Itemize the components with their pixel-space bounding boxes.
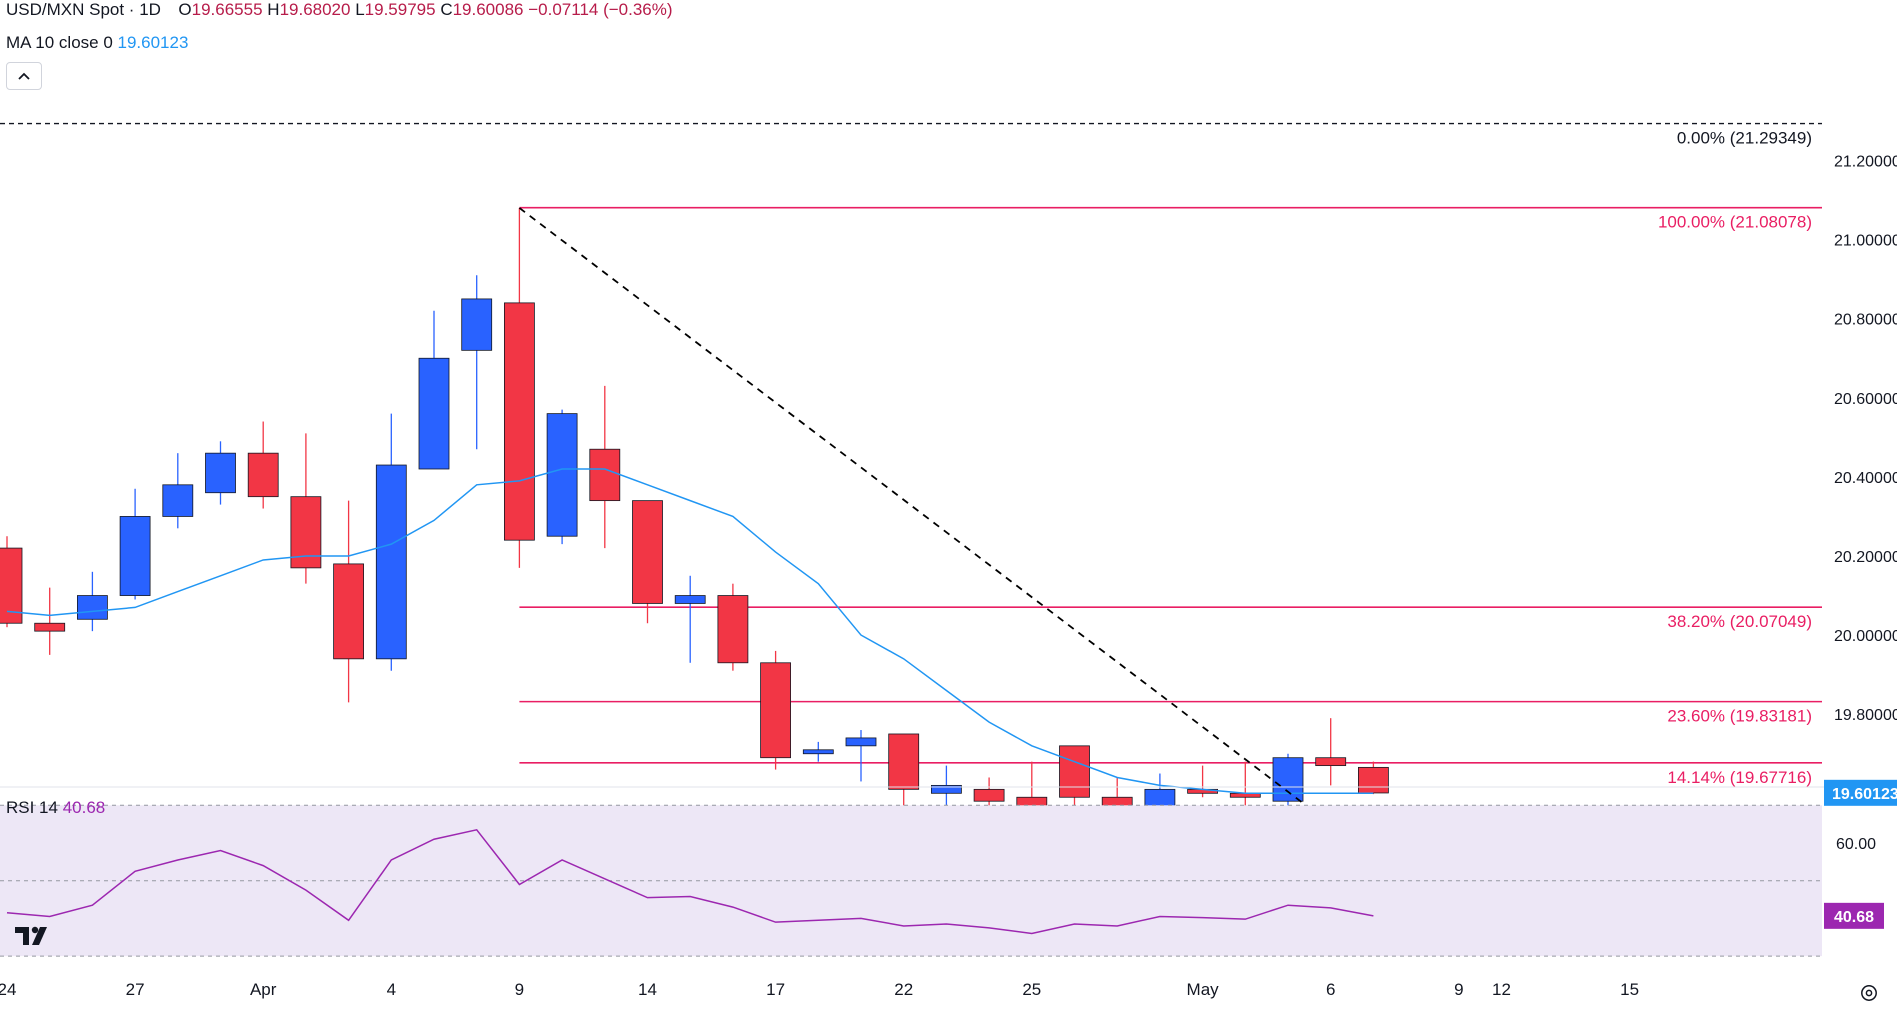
bear-candle	[34, 622, 66, 632]
date-tick-label: Apr	[250, 980, 277, 999]
bull-candle	[418, 357, 450, 470]
rsi-last-label: 40.68	[1834, 909, 1874, 926]
bear-candle	[973, 788, 1005, 802]
bull-candle	[1272, 757, 1304, 802]
ma-label: MA 10 close 0	[6, 33, 113, 52]
high-value: 19.68020	[279, 0, 351, 19]
bear-candle	[589, 448, 621, 502]
date-tick-label: 14	[638, 980, 657, 999]
outer-fib-label: 0.00% (21.29349)	[1677, 129, 1812, 148]
change-value: −0.07114 (−0.36%)	[528, 0, 673, 19]
ma10-line	[6, 468, 1374, 795]
date-tick-label: 9	[515, 980, 524, 999]
bull-candle	[119, 516, 151, 596]
bull-candle	[205, 452, 236, 494]
bear-candle	[717, 595, 749, 664]
date-tick-label: 9	[1454, 980, 1463, 999]
fib-label: 100.00% (21.08078)	[1658, 213, 1812, 232]
date-tick-label: May	[1187, 980, 1220, 999]
bull-candle	[674, 595, 706, 604]
rsi-line	[6, 828, 1374, 935]
bull-candle	[802, 749, 834, 755]
price-tick-label: 20.00000	[1834, 628, 1897, 645]
ma-legend[interactable]: MA 10 close 0 19.60123	[6, 33, 188, 53]
date-tick-label: 24	[0, 980, 16, 999]
bear-candle	[333, 563, 365, 660]
chevron-up-icon	[18, 72, 30, 80]
price-tick-label: 20.60000	[1834, 391, 1897, 408]
axes: 21.20000 21.00000 20.80000 20.60000 20.40000…	[0, 154, 1897, 999]
bull-candle	[546, 413, 578, 537]
bear-candle	[1358, 766, 1389, 794]
fib-label: 38.20% (20.07049)	[1667, 612, 1812, 631]
settings-gear-icon[interactable]	[1859, 983, 1879, 1003]
date-tick-label: 12	[1492, 980, 1511, 999]
price-tick-label: 21.20000	[1834, 154, 1897, 171]
rsi-legend[interactable]: RSI 14 40.68	[6, 798, 105, 818]
bull-candle	[461, 298, 493, 351]
bear-candle	[888, 733, 920, 790]
rsi-tick-label: 60.00	[1836, 836, 1876, 853]
bull-candle	[845, 737, 877, 747]
date-tick-label: 27	[126, 980, 145, 999]
close-label: C	[440, 0, 453, 19]
bull-candle	[375, 464, 407, 660]
tradingview-logo-icon[interactable]	[14, 925, 52, 947]
date-tick-label: 15	[1620, 980, 1639, 999]
bear-candle	[760, 662, 791, 759]
price-tick-label: 20.40000	[1834, 470, 1897, 487]
date-tick-label: 17	[766, 980, 785, 999]
bear-candle	[632, 500, 663, 604]
low-label: L	[355, 0, 365, 19]
date-tick-label: 4	[387, 980, 396, 999]
high-label: H	[267, 0, 280, 19]
date-tick-label: 25	[1022, 980, 1041, 999]
fib-label: 23.60% (19.83181)	[1667, 707, 1812, 726]
ma-value: 19.60123	[117, 33, 189, 52]
collapse-legend-button[interactable]	[6, 62, 42, 90]
bear-candle	[0, 547, 23, 624]
rsi-band	[0, 805, 1822, 957]
open-label: O	[178, 0, 192, 19]
rsi-value: 40.68	[62, 798, 106, 817]
rsi-last-badge	[1824, 902, 1884, 929]
rsi-pane	[0, 804, 1822, 957]
bear-candle	[247, 452, 279, 498]
price-tick-label: 20.80000	[1834, 312, 1897, 329]
bear-candle	[1059, 745, 1090, 798]
last-price-label: 19.60123	[1832, 786, 1897, 803]
bear-candle	[503, 302, 535, 541]
date-tick-label: 22	[894, 980, 913, 999]
bull-candle	[931, 784, 962, 794]
last-price-badge	[1824, 779, 1897, 806]
downtrend-line	[518, 207, 1374, 858]
bear-candle	[1315, 757, 1347, 767]
bull-candle	[77, 595, 108, 620]
price-tick-label: 20.20000	[1834, 549, 1897, 566]
low-value: 19.59795	[364, 0, 436, 19]
bull-candle	[162, 484, 194, 517]
price-tick-label: 19.80000	[1834, 707, 1897, 724]
date-tick-label: 6	[1326, 980, 1335, 999]
price-tick-label: 21.00000	[1834, 233, 1897, 250]
close-value: 19.60086	[452, 0, 524, 19]
fib-label: 14.14% (19.67716)	[1667, 768, 1812, 787]
rsi-label: RSI 14	[6, 798, 58, 817]
price-legend: USD/MXN Spot · 1D O19.66555 H19.68020 L1…	[6, 0, 673, 20]
symbol-title[interactable]: USD/MXN Spot · 1D	[6, 0, 161, 19]
open-value: 19.66555	[191, 0, 263, 19]
